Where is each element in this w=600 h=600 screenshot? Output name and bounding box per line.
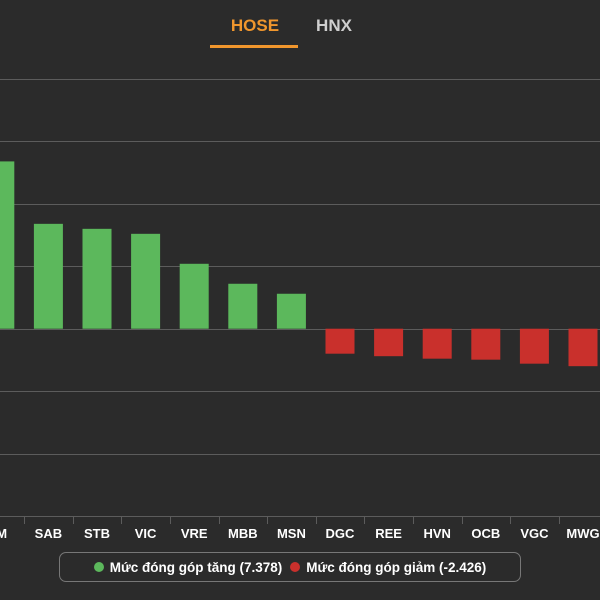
- legend-negative-label: Mức đóng góp giảm (-2.426): [306, 559, 487, 575]
- x-tick-label: DGC: [326, 526, 356, 541]
- bar-vgc: [519, 328, 549, 364]
- legend-item-positive[interactable]: Mức đóng góp tăng (7.378): [93, 559, 283, 575]
- contribution-bar-chart: IM SAB STB VIC VRE MBB MSN DGC REE HVN OCB VGC MWG: [0, 79, 600, 541]
- positive-dot-icon: [93, 562, 104, 572]
- tab-hnx[interactable]: HNX: [316, 16, 352, 35]
- bar-stb: [82, 228, 112, 329]
- x-tick-label: VRE: [181, 526, 208, 541]
- bar-mwg: [568, 328, 598, 367]
- bar-mbb: [228, 283, 258, 329]
- bar-vre: [179, 263, 209, 329]
- x-tick-label: MBB: [228, 526, 258, 541]
- active-tab-indicator: [210, 45, 298, 48]
- chart-legend: Mức đóng góp tăng (7.378) Mức đóng góp g…: [59, 552, 521, 582]
- tab-hose[interactable]: HOSE: [230, 16, 280, 35]
- x-tick-label: REE: [375, 526, 402, 541]
- bar-ocb: [471, 328, 501, 360]
- x-tick-label: OCB: [471, 526, 500, 541]
- bar-dgc: [325, 328, 355, 354]
- x-tick-label: STB: [84, 526, 110, 541]
- x-tick-label: HVN: [423, 526, 450, 541]
- x-tick-label: VIC: [135, 526, 157, 541]
- exchange-tabs: HOSE HNX: [0, 0, 600, 52]
- negative-dot-icon: [290, 562, 301, 572]
- bar-vic: [131, 233, 161, 329]
- bar-im: [0, 161, 15, 329]
- legend-item-negative[interactable]: Mức đóng góp giảm (-2.426): [290, 560, 486, 575]
- bar-hvn: [422, 328, 452, 359]
- x-tick-label: MSN: [277, 526, 306, 541]
- bar-msn: [276, 293, 306, 329]
- x-tick-label: SAB: [35, 526, 62, 541]
- x-tick-label: IM: [0, 526, 7, 541]
- x-tick-label: VGC: [520, 526, 549, 541]
- bar-ree: [374, 328, 404, 357]
- x-tick-label: MWG: [566, 526, 599, 541]
- legend-positive-label: Mức đóng góp tăng (7.378): [109, 559, 283, 575]
- bar-sab: [33, 223, 63, 329]
